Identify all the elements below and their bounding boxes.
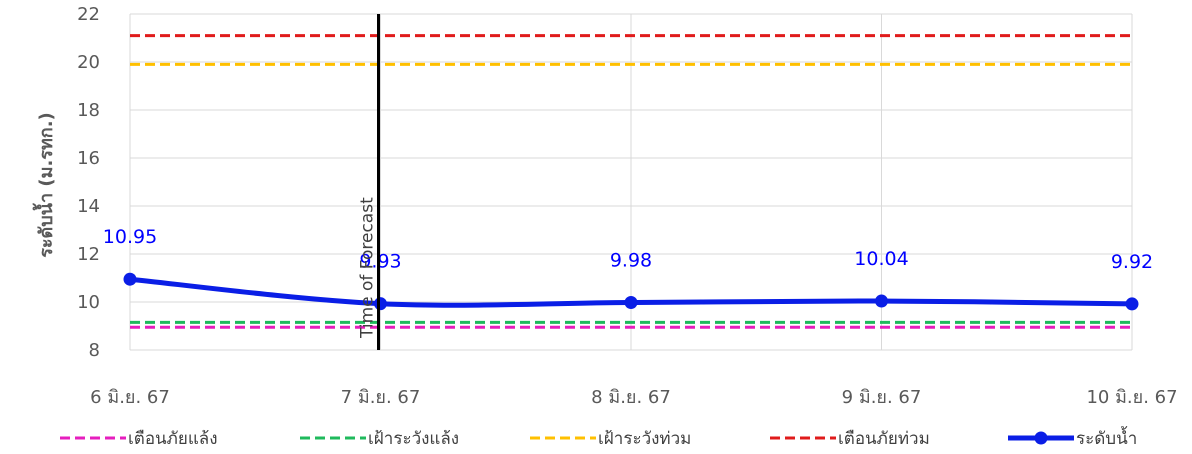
y-tick-label: 22 [77, 4, 100, 25]
legend: เตือนภัยแล้ง เฝ้าระวังแล้ง เฝ้าระวังท่วม เต… [60, 426, 1137, 449]
x-tick-label: 10 มิ.ย. 67 [1086, 387, 1177, 408]
water-level-series: 10.95 9.93 9.98 10.04 9.92 [103, 226, 1153, 311]
x-tick-label: 7 มิ.ย. 67 [341, 387, 421, 408]
y-tick-label: 12 [77, 244, 100, 265]
legend-label: เฝ้าระวังท่วม [598, 429, 691, 449]
y-tick-label: 10 [77, 292, 100, 313]
legend-label: เตือนภัยแล้ง [128, 429, 218, 449]
x-tick-label: 9 มิ.ย. 67 [842, 387, 922, 408]
x-axis: 6 มิ.ย. 67 7 มิ.ย. 67 8 มิ.ย. 67 9 มิ.ย. 67… [90, 387, 1177, 408]
y-tick-label: 8 [89, 340, 100, 361]
y-tick-label: 20 [77, 52, 100, 73]
legend-item: เฝ้าระวังท่วม [530, 429, 691, 449]
y-axis: 8 10 12 14 16 18 20 22 [77, 4, 100, 361]
legend-label: เตือนภัยท่วม [838, 429, 930, 449]
y-tick-label: 18 [77, 100, 100, 121]
data-label: 10.95 [103, 226, 157, 248]
forecast-label: Time of Forecast [358, 197, 378, 339]
legend-item: ระดับน้ำ [1008, 426, 1137, 449]
data-label: 9.98 [610, 249, 652, 271]
water-level-point [123, 272, 137, 286]
legend-item: เตือนภัยท่วม [770, 429, 930, 449]
grid-lines [129, 13, 1133, 351]
threshold-lines [130, 34, 1132, 329]
x-tick-label: 6 มิ.ย. 67 [90, 387, 170, 408]
water-level-point [875, 294, 888, 308]
legend-item: เตือนภัยแล้ง [60, 429, 218, 449]
y-tick-label: 16 [77, 148, 100, 169]
water-level-point [624, 295, 638, 309]
legend-label: ระดับน้ำ [1076, 426, 1137, 449]
forecast-marker: Time of Forecast [358, 14, 380, 350]
legend-marker [1034, 431, 1048, 445]
data-label: 10.04 [854, 248, 908, 270]
data-label: 9.92 [1111, 251, 1153, 273]
x-tick-label: 8 มิ.ย. 67 [591, 387, 671, 408]
y-tick-label: 14 [77, 196, 100, 217]
legend-label: เฝ้าระวังแล้ง [368, 429, 459, 449]
water-level-point [1125, 297, 1139, 311]
legend-item: เฝ้าระวังแล้ง [300, 429, 459, 449]
data-label: 9.93 [359, 251, 401, 273]
y-axis-title: ระดับน้ำ (ม.รทก.) [32, 112, 57, 258]
